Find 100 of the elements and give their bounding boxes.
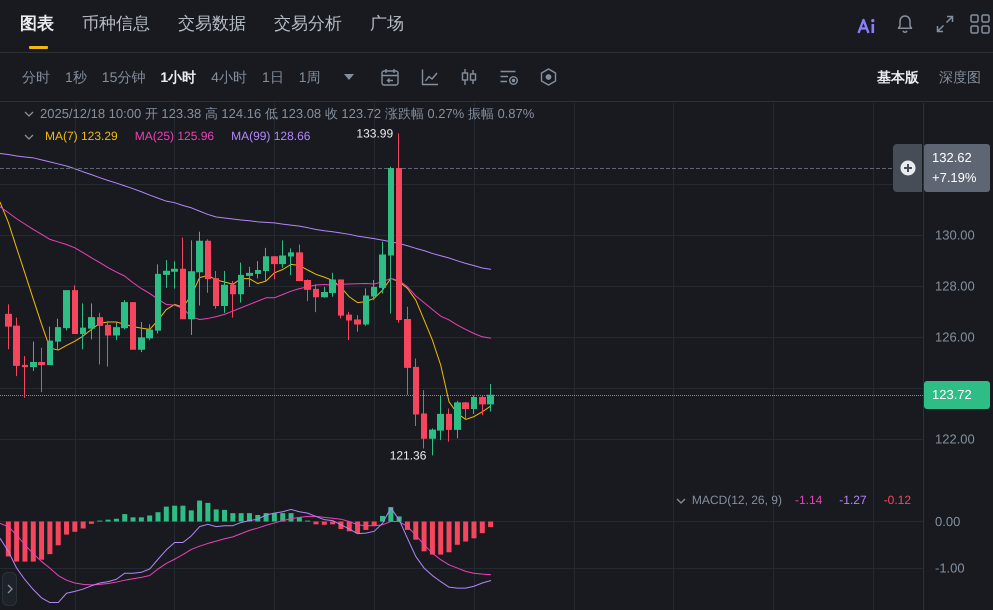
- bar: [14, 522, 20, 562]
- bar: [155, 512, 160, 522]
- text: -0.12: [884, 493, 912, 507]
- candlestick: [105, 320, 111, 368]
- bar: [413, 522, 418, 540]
- text: 广场: [370, 13, 404, 35]
- text: 4小时: [211, 68, 247, 86]
- candlestick: [155, 264, 161, 334]
- bar: [205, 502, 210, 522]
- candlestick: [72, 284, 78, 334]
- bar: [230, 513, 236, 522]
- candlestick: [221, 270, 228, 314]
- y-tick-label: 122.00: [935, 432, 975, 447]
- bar: [180, 506, 186, 522]
- candlestick: [338, 278, 344, 319]
- bar: [47, 522, 52, 554]
- candlestick: [446, 408, 452, 442]
- bar: [446, 522, 452, 552]
- candlestick: [97, 312, 103, 365]
- bar: [430, 522, 435, 555]
- candlestick: [246, 266, 253, 288]
- candlestick: [130, 302, 136, 350]
- bar: [330, 522, 336, 524]
- candlestick: [462, 401, 469, 419]
- bar: [6, 522, 11, 556]
- text: -1.14: [794, 493, 823, 507]
- candlestick: [180, 237, 186, 320]
- text: 交易分析: [274, 13, 342, 35]
- candlestick: [354, 314, 361, 332]
- text: 1秒: [65, 68, 87, 86]
- bar: [147, 515, 152, 522]
- candlestick: [230, 280, 236, 318]
- y-tick-label: 130.00: [935, 228, 975, 243]
- annotation: 133.99: [356, 126, 394, 140]
- candlestick: [413, 358, 419, 427]
- candlestick: [379, 241, 386, 294]
- bar: [130, 517, 136, 522]
- line-series: [0, 508, 492, 604]
- bar: [438, 522, 444, 555]
- bar: [138, 517, 144, 522]
- text: 15分钟: [102, 68, 146, 86]
- bar: [471, 522, 476, 538]
- candlestick: [288, 248, 294, 276]
- candlestick: [404, 306, 411, 396]
- bar: [172, 506, 178, 522]
- text: 图表: [20, 13, 54, 35]
- candlestick: [263, 247, 269, 282]
- candlestick: [421, 390, 427, 449]
- candlestick: [88, 302, 95, 340]
- bar: [188, 510, 194, 522]
- candlestick: [371, 279, 377, 301]
- bar: [480, 522, 485, 534]
- candlestick: [454, 400, 461, 439]
- text: 基本版: [877, 68, 919, 86]
- bar: [80, 522, 86, 529]
- bar: [22, 522, 28, 562]
- candlestick: [271, 255, 278, 280]
- bar: [463, 522, 468, 542]
- candlestick: [63, 290, 70, 331]
- candlestick: [279, 240, 286, 268]
- text: 1周: [298, 68, 321, 86]
- text: MA(25) 125.96: [134, 129, 214, 143]
- bar: [238, 513, 244, 522]
- bar: [56, 522, 61, 546]
- line-series: [0, 206, 492, 339]
- bar: [122, 514, 128, 522]
- candlestick: [255, 260, 261, 279]
- text: 132.62 +7.19%: [924, 144, 990, 192]
- bar: [197, 500, 202, 522]
- line-series: [0, 152, 492, 270]
- text: MA(99) 128.66: [231, 129, 311, 143]
- candlestick: [80, 302, 86, 350]
- bar: [488, 522, 494, 528]
- text: 1日: [262, 68, 284, 86]
- candlestick: [346, 311, 352, 341]
- bar: [454, 522, 460, 545]
- line-series: [0, 202, 492, 420]
- bar: [222, 510, 228, 522]
- line-series: [0, 516, 492, 586]
- text: 123.72: [924, 381, 990, 410]
- text: 分时: [22, 68, 50, 86]
- candlestick: [22, 356, 28, 398]
- y-tick-label: 128.00: [935, 278, 975, 294]
- candlestick: [213, 270, 219, 310]
- text: 1小时: [160, 68, 196, 86]
- text: 交易数据: [178, 13, 246, 35]
- y-tick-label: -1.00: [935, 560, 965, 576]
- text: 币种信息: [82, 13, 150, 35]
- candlestick: [238, 262, 244, 304]
- bar: [313, 522, 318, 524]
- candlestick: [55, 318, 61, 350]
- y-tick-label: 126.00: [935, 330, 975, 345]
- bar: [422, 522, 427, 552]
- bar: [39, 522, 44, 560]
- candlestick: [388, 166, 394, 314]
- candlestick: [38, 347, 45, 393]
- bar: [114, 518, 119, 522]
- legend-title: MACD(12, 26, 9): [692, 493, 782, 507]
- candlestick: [396, 132, 402, 324]
- bar: [322, 522, 327, 525]
